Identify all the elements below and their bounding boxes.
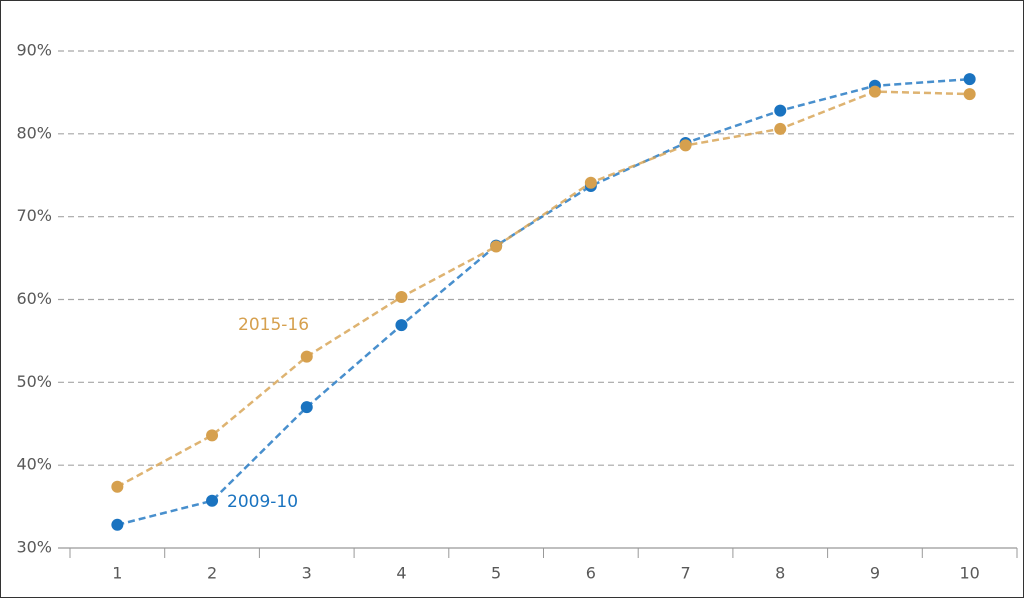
point [774, 104, 787, 117]
point [584, 176, 597, 189]
point [300, 401, 313, 414]
x-tick-label: 4 [396, 564, 406, 583]
x-tick-label: 7 [680, 564, 690, 583]
series-label: 2009-10 [227, 492, 298, 512]
x-tick-label: 8 [775, 564, 785, 583]
point [963, 88, 976, 101]
y-tick-label: 70% [16, 206, 52, 225]
point [679, 139, 692, 152]
series-label: 2015-16 [238, 315, 309, 335]
y-tick-label: 50% [16, 372, 52, 391]
x-tick-label: 10 [959, 564, 979, 583]
x-tick-label: 5 [491, 564, 501, 583]
point [490, 240, 503, 253]
y-tick-label: 90% [16, 41, 52, 60]
series-line [116, 90, 970, 488]
y-tick-label: 30% [16, 538, 52, 557]
point [111, 518, 124, 531]
x-tick-label: 9 [870, 564, 880, 583]
y-tick-label: 60% [16, 289, 52, 308]
y-tick-label: 80% [16, 123, 52, 142]
x-tick-label: 2 [207, 564, 217, 583]
x-tick-label: 1 [112, 564, 122, 583]
point [868, 85, 881, 98]
point [300, 350, 313, 363]
point [206, 494, 219, 507]
point [395, 291, 408, 304]
point [963, 73, 976, 86]
series-line [117, 77, 970, 527]
x-tick-label: 6 [586, 564, 596, 583]
point [206, 429, 219, 442]
x-tick-label: 3 [302, 564, 312, 583]
y-tick-label: 40% [16, 455, 52, 474]
point [774, 122, 787, 135]
point [111, 480, 124, 493]
point [395, 319, 408, 332]
